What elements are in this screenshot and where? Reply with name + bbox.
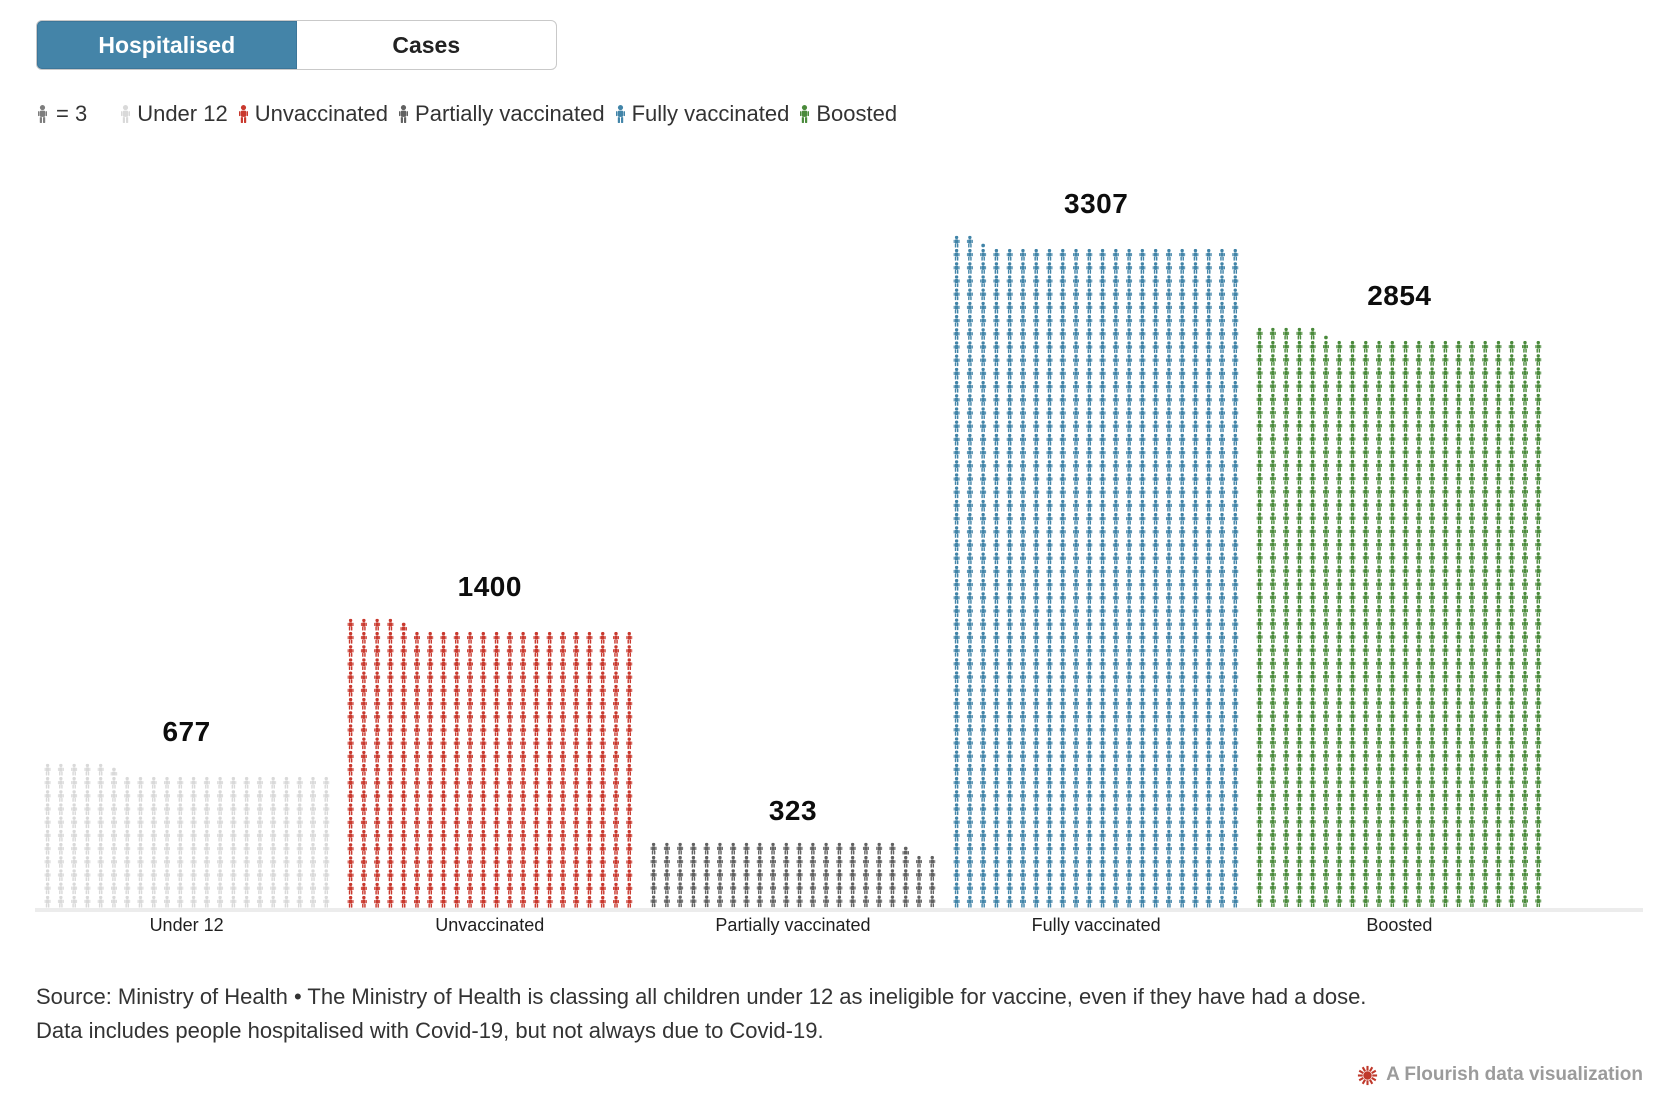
person-icon (121, 105, 131, 123)
legend-items: Under 12 Unvaccinated Partially vaccinat… (119, 101, 906, 127)
flourish-credit[interactable]: A Flourish data visualization (1356, 1060, 1643, 1090)
pictogram-bar: 677 (35, 716, 338, 908)
x-axis-label: Unvaccinated (435, 915, 545, 935)
pictogram-bar-icons (347, 618, 633, 908)
legend-unit-label: = 3 (56, 101, 88, 126)
flourish-credit-label: A Flourish data visualization (1386, 1064, 1643, 1085)
legend-item-unvaccinated: Unvaccinated (237, 101, 388, 127)
chart-baseline (35, 908, 1643, 912)
legend-item-label: Under 12 (137, 101, 228, 126)
pictogram-bar-icons (953, 235, 1239, 908)
tab-hospitalised[interactable]: Hospitalised (37, 21, 297, 69)
pictogram-bar: 1400 (338, 571, 641, 908)
person-icon (399, 105, 409, 123)
pictogram-bar: 323 (641, 795, 944, 908)
legend-item-boosted: Boosted (798, 101, 897, 127)
legend-item-under-12: Under 12 (119, 101, 228, 127)
pictogram-bar-icons (1257, 327, 1542, 908)
bar-value-label: 2854 (1367, 280, 1432, 312)
bar-value-label: 323 (768, 795, 818, 826)
source-line-2: Data includes people hospitalised with C… (36, 1018, 824, 1043)
pictogram-bar-icons (44, 763, 329, 908)
legend-item-label: Unvaccinated (254, 101, 389, 126)
flourish-logo-icon (1358, 1065, 1378, 1085)
legend-item-label: Partially vaccinated (415, 101, 605, 126)
x-axis-label: Under 12 (149, 915, 224, 935)
x-axis-label: Fully vaccinated (1031, 915, 1161, 935)
person-icon (238, 105, 248, 123)
legend-item-partially-vaccinated: Partially vaccinated (397, 101, 605, 127)
legend-item-fully-vaccinated: Fully vaccinated (614, 101, 790, 127)
person-icon (615, 105, 625, 123)
bar-value-label: 3307 (1064, 187, 1129, 219)
x-axis-labels: Under 12 Unvaccinated Partially vaccinated… (35, 915, 1551, 936)
person-icon (800, 105, 810, 123)
tab-cases[interactable]: Cases (297, 21, 557, 69)
bar-value-label: 677 (162, 715, 211, 747)
chart-tabs: Hospitalised Cases (36, 20, 557, 70)
source-note: Source: Ministry of Health • The Ministr… (36, 980, 1646, 1048)
x-axis-label: Boosted (1366, 915, 1433, 935)
x-axis-label: Partially vaccinated (715, 915, 871, 935)
legend-item-label: Fully vaccinated (631, 101, 790, 126)
pictogram-bar: 3307 (945, 188, 1248, 908)
source-line-1: Source: Ministry of Health • The Ministr… (36, 984, 1367, 1009)
chart-legend: = 3 Under 12 Unvaccinated Partially vacc… (36, 97, 906, 131)
legend-item-label: Boosted (816, 101, 898, 126)
legend-unit: = 3 (36, 101, 87, 127)
person-icon (38, 105, 47, 123)
pictogram-bar: 2854 (1248, 280, 1551, 908)
pictogram-chart: 677 1400 323 3307 2854 (35, 150, 1551, 908)
pictogram-bar-icons (650, 842, 936, 908)
bar-value-label: 1400 (457, 570, 522, 602)
